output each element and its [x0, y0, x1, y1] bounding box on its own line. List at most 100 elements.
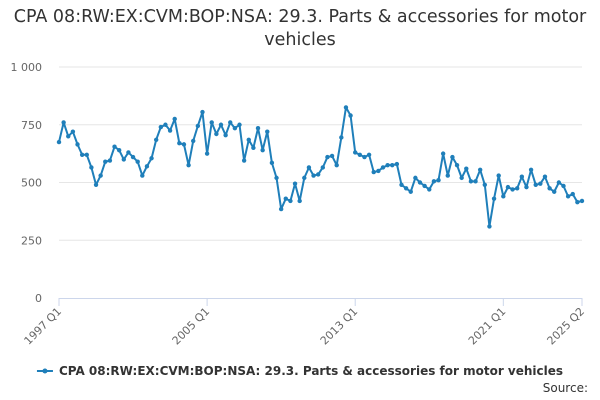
- data-point[interactable]: [473, 179, 478, 184]
- data-point[interactable]: [89, 165, 94, 170]
- data-point[interactable]: [371, 169, 376, 175]
- data-point[interactable]: [204, 151, 210, 156]
- data-point[interactable]: [445, 173, 450, 178]
- data-point[interactable]: [334, 162, 339, 168]
- data-point[interactable]: [570, 191, 575, 197]
- data-point[interactable]: [311, 173, 316, 178]
- data-point[interactable]: [79, 152, 85, 157]
- data-point[interactable]: [158, 124, 164, 130]
- data-point[interactable]: [278, 206, 284, 212]
- data-point[interactable]: [255, 126, 261, 131]
- data-point[interactable]: [325, 154, 330, 160]
- data-point[interactable]: [459, 175, 464, 181]
- data-point[interactable]: [403, 186, 409, 191]
- data-point[interactable]: [265, 129, 270, 134]
- data-point[interactable]: [200, 109, 205, 115]
- data-point[interactable]: [103, 159, 108, 164]
- data-point[interactable]: [579, 198, 585, 204]
- data-point[interactable]: [575, 199, 580, 205]
- data-point[interactable]: [556, 180, 562, 185]
- data-point[interactable]: [274, 175, 279, 181]
- data-point[interactable]: [269, 160, 275, 166]
- data-point[interactable]: [399, 182, 404, 188]
- data-point[interactable]: [464, 166, 469, 171]
- data-point[interactable]: [380, 165, 386, 170]
- data-point[interactable]: [510, 187, 515, 192]
- data-point[interactable]: [116, 147, 122, 153]
- series-line[interactable]: [58, 106, 583, 228]
- data-point[interactable]: [436, 177, 441, 183]
- data-point[interactable]: [172, 116, 177, 122]
- data-point[interactable]: [232, 126, 238, 131]
- data-point[interactable]: [547, 186, 552, 191]
- data-point[interactable]: [135, 159, 140, 164]
- data-point[interactable]: [491, 196, 497, 201]
- data-point[interactable]: [408, 189, 413, 194]
- data-point[interactable]: [524, 184, 529, 190]
- data-point[interactable]: [315, 172, 321, 177]
- data-point[interactable]: [329, 153, 335, 159]
- data-point[interactable]: [126, 150, 131, 155]
- data-point[interactable]: [348, 113, 353, 118]
- data-point[interactable]: [61, 120, 66, 125]
- data-point[interactable]: [292, 181, 298, 186]
- data-point[interactable]: [84, 152, 89, 157]
- data-point[interactable]: [496, 173, 501, 178]
- data-point[interactable]: [417, 180, 423, 185]
- data-point[interactable]: [427, 187, 432, 192]
- data-point[interactable]: [98, 173, 103, 178]
- data-point[interactable]: [149, 156, 154, 161]
- data-point[interactable]: [468, 179, 474, 184]
- data-point[interactable]: [538, 181, 543, 186]
- data-point[interactable]: [357, 152, 363, 157]
- data-point[interactable]: [163, 122, 168, 127]
- data-point[interactable]: [339, 135, 344, 140]
- data-point[interactable]: [93, 182, 99, 188]
- data-point[interactable]: [515, 186, 520, 191]
- data-point[interactable]: [505, 184, 511, 190]
- data-point[interactable]: [297, 198, 302, 204]
- data-point[interactable]: [440, 151, 446, 156]
- legend[interactable]: CPA 08:RW:EX:CVM:BOP:NSA: 29.3. Parts & …: [36, 364, 563, 378]
- data-point[interactable]: [366, 152, 372, 157]
- data-point[interactable]: [552, 189, 557, 194]
- data-point[interactable]: [228, 120, 233, 125]
- data-point[interactable]: [422, 183, 427, 189]
- data-point[interactable]: [288, 198, 293, 204]
- data-point[interactable]: [477, 167, 483, 172]
- data-point[interactable]: [140, 173, 145, 178]
- data-point[interactable]: [561, 183, 566, 189]
- data-point[interactable]: [376, 168, 381, 174]
- data-point[interactable]: [251, 145, 256, 151]
- data-point[interactable]: [501, 194, 506, 199]
- data-point[interactable]: [153, 137, 159, 142]
- data-point[interactable]: [214, 131, 219, 137]
- data-point[interactable]: [302, 175, 307, 181]
- data-point[interactable]: [246, 137, 251, 142]
- data-point[interactable]: [144, 164, 150, 169]
- data-point[interactable]: [66, 134, 71, 139]
- data-point[interactable]: [519, 174, 525, 179]
- data-point[interactable]: [353, 150, 358, 155]
- data-point[interactable]: [482, 182, 488, 188]
- data-point[interactable]: [191, 138, 196, 144]
- data-point[interactable]: [385, 162, 390, 168]
- data-point[interactable]: [320, 165, 326, 170]
- data-point[interactable]: [75, 142, 80, 147]
- data-point[interactable]: [130, 154, 136, 160]
- data-point[interactable]: [390, 162, 395, 168]
- data-point[interactable]: [237, 122, 242, 127]
- data-point[interactable]: [177, 141, 182, 146]
- data-point[interactable]: [431, 179, 437, 184]
- data-point[interactable]: [209, 120, 214, 125]
- data-point[interactable]: [223, 132, 228, 138]
- data-point[interactable]: [450, 154, 455, 160]
- data-point[interactable]: [195, 123, 201, 129]
- data-point[interactable]: [533, 182, 538, 188]
- data-point[interactable]: [112, 144, 117, 149]
- data-point[interactable]: [306, 165, 312, 170]
- data-point[interactable]: [167, 128, 173, 133]
- data-point[interactable]: [260, 147, 265, 153]
- data-point[interactable]: [186, 162, 191, 168]
- data-point[interactable]: [362, 154, 367, 160]
